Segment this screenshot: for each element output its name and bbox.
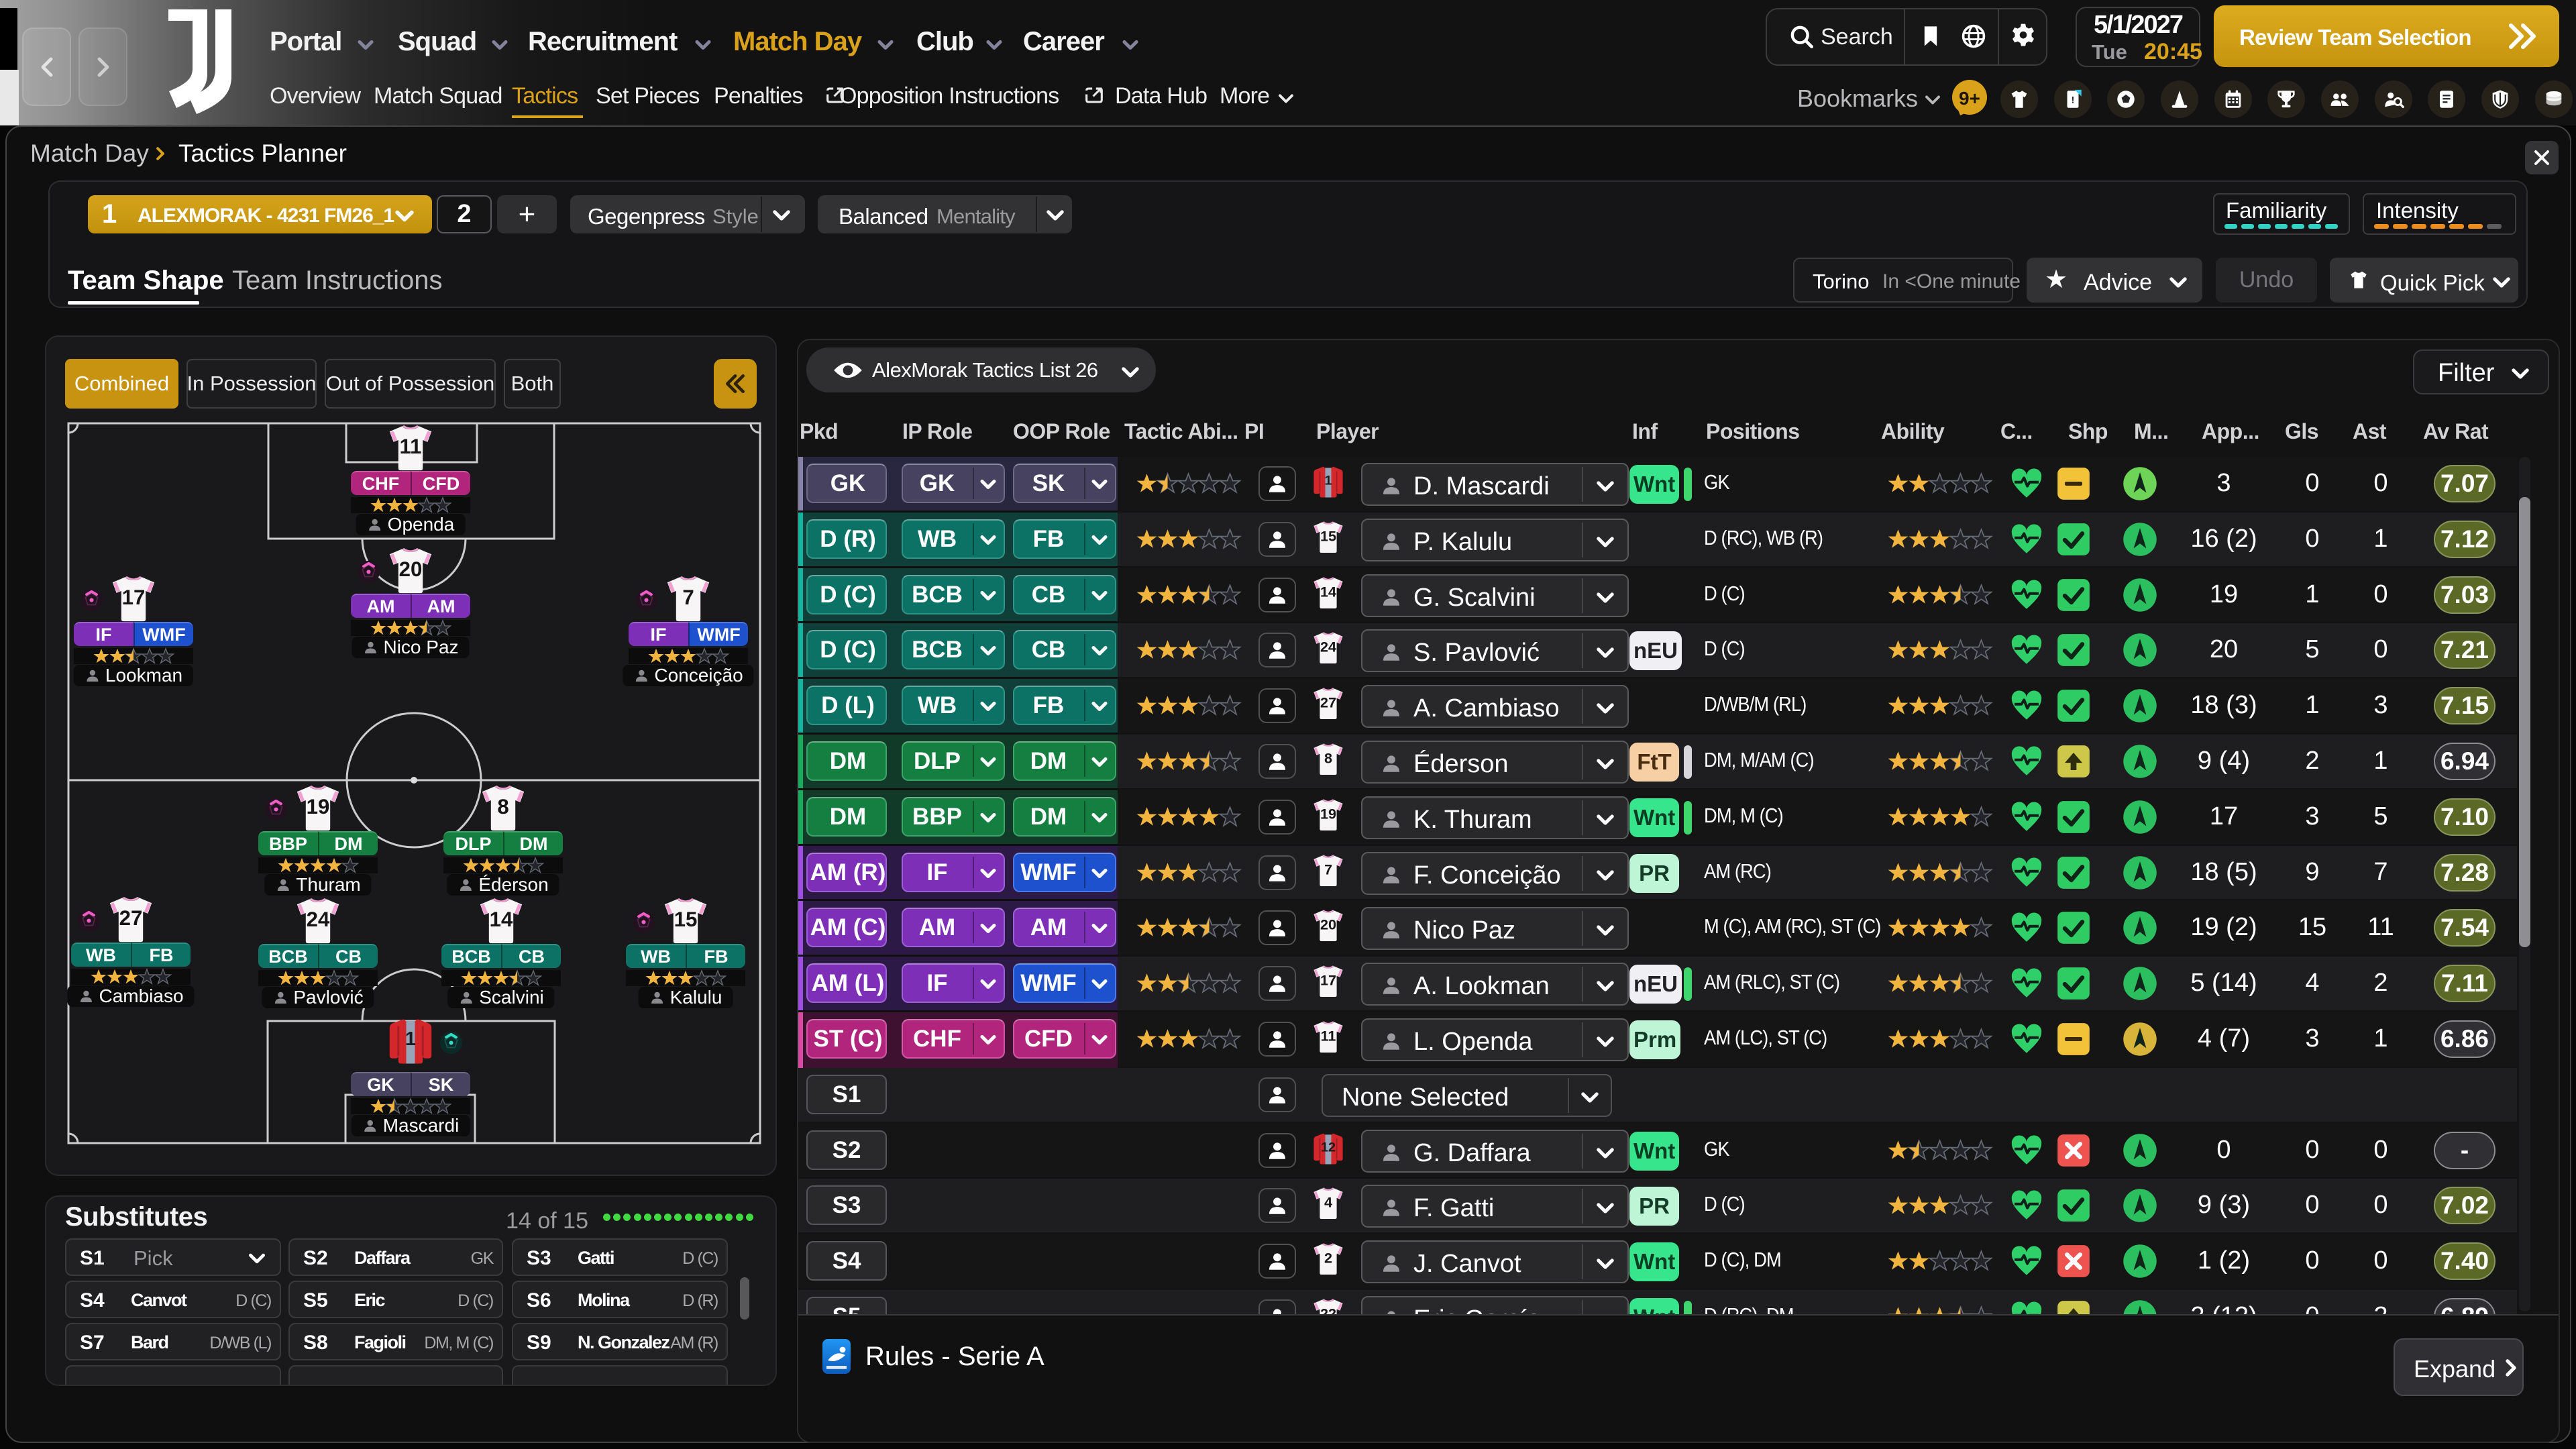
svg-text:14: 14 (490, 908, 513, 931)
svg-text:12: 12 (1321, 1140, 1336, 1155)
svg-text:15: 15 (1320, 527, 1336, 544)
svg-text:1: 1 (405, 1028, 416, 1050)
svg-text:9+: 9+ (1959, 88, 1980, 109)
svg-text:24: 24 (1320, 638, 1336, 655)
svg-text:7: 7 (682, 586, 694, 609)
svg-text:19: 19 (307, 795, 330, 818)
svg-text:14: 14 (1320, 583, 1336, 600)
svg-text:17: 17 (122, 586, 146, 609)
svg-text:1: 1 (1324, 474, 1332, 488)
svg-text:24: 24 (307, 908, 330, 931)
svg-text:8: 8 (1324, 749, 1332, 766)
svg-text:20: 20 (1320, 916, 1336, 932)
svg-text:7: 7 (1324, 861, 1332, 877)
svg-text:19: 19 (1320, 805, 1336, 822)
svg-text:11: 11 (400, 435, 422, 458)
svg-text:4: 4 (1324, 1193, 1332, 1210)
svg-text:8: 8 (497, 795, 508, 818)
svg-text:2: 2 (1324, 1249, 1332, 1266)
svg-text:15: 15 (674, 908, 698, 931)
svg-text:11: 11 (1321, 1027, 1336, 1044)
svg-text:27: 27 (119, 906, 143, 930)
svg-text:20: 20 (399, 557, 423, 581)
svg-text:!: ! (2072, 95, 2075, 106)
svg-text:17: 17 (1320, 971, 1336, 988)
svg-text:27: 27 (1320, 694, 1336, 710)
